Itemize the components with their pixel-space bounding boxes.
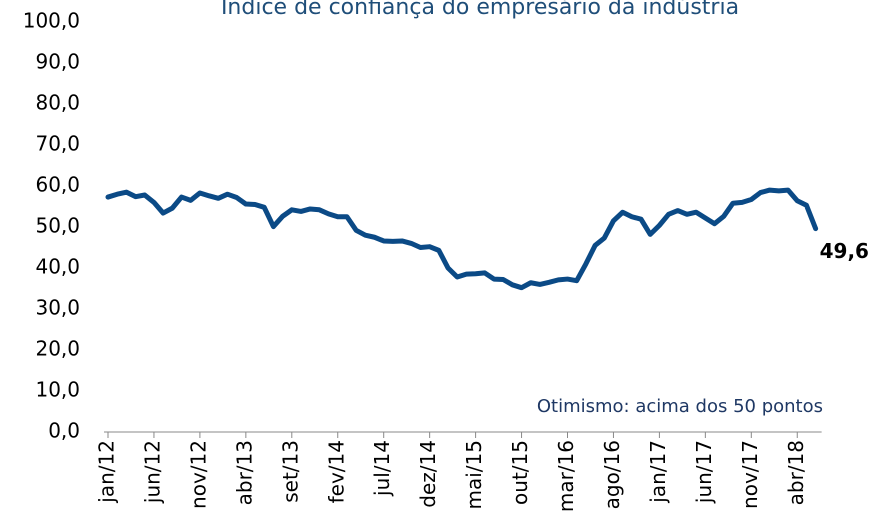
data-label: 49,6: [820, 239, 869, 263]
x-tick-label: set/13: [278, 440, 302, 503]
chart-title: Índice de confiança do empresário da ind…: [221, 0, 739, 20]
x-tick-label: nov/12: [186, 440, 210, 509]
y-tick-label: 0,0: [48, 419, 80, 443]
x-tick-label: jan/17: [646, 440, 670, 504]
y-tick-label: 50,0: [35, 214, 80, 238]
x-tick-label: jun/12: [140, 440, 164, 504]
x-tick-label: mar/16: [554, 440, 578, 512]
y-tick-label: 10,0: [35, 378, 80, 402]
x-tick-label: out/15: [508, 440, 532, 505]
y-tick-label: 70,0: [35, 132, 80, 156]
line-series: [105, 187, 819, 291]
y-tick-label: 90,0: [35, 50, 80, 74]
y-tick-label: 30,0: [35, 296, 80, 320]
x-tick-label: mai/15: [462, 440, 486, 509]
x-tick-label: jul/14: [370, 440, 394, 497]
x-tick-label: fev/14: [324, 440, 348, 503]
y-tick-label: 80,0: [35, 91, 80, 115]
y-tick-label: 60,0: [35, 173, 80, 197]
y-tick-label: 20,0: [35, 337, 80, 361]
x-tick-label: abr/13: [232, 440, 256, 505]
x-tick-label: jun/17: [692, 440, 716, 504]
annotation: Otimismo: acima dos 50 pontos: [537, 396, 823, 417]
x-tick-label: dez/14: [416, 440, 440, 508]
y-tick-label: 100,0: [23, 9, 80, 33]
x-tick-label: nov/17: [738, 440, 762, 509]
x-tick-label: abr/18: [784, 440, 808, 505]
y-tick-label: 40,0: [35, 255, 80, 279]
x-tick-label: ago/16: [600, 440, 624, 509]
x-tick-label: jan/12: [95, 440, 119, 504]
